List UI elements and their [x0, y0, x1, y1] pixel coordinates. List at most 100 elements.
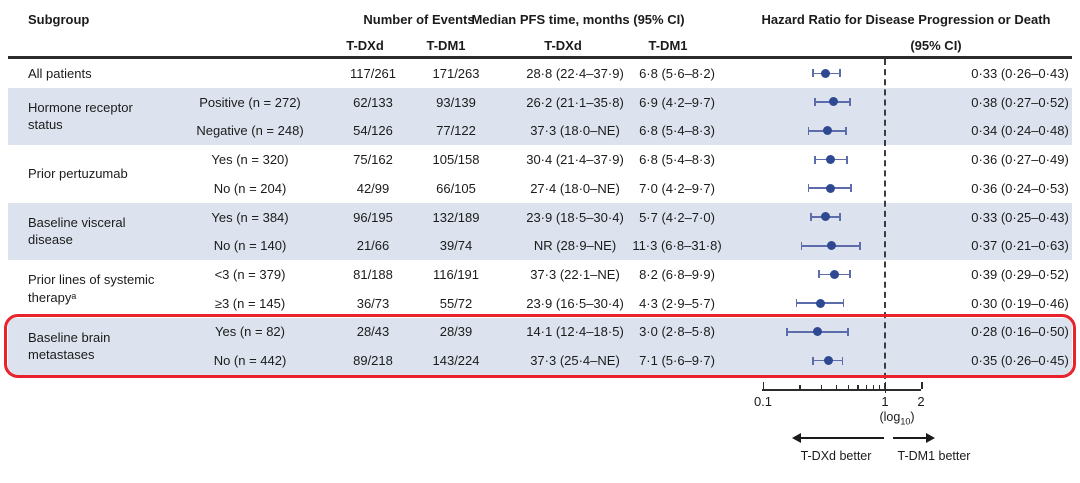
ci-whisker	[814, 97, 851, 107]
events-tdxd-value: 62/133	[353, 94, 393, 110]
ci-cap-left	[814, 98, 816, 107]
table-row: No (n = 204) 42/99 66/105 27·4 (18·0–NE)…	[8, 174, 1072, 203]
subgroup-level-label: No (n = 204)	[213, 180, 287, 196]
ci-cap-right	[849, 270, 851, 279]
x-axis-tick	[820, 384, 823, 389]
events-tdm1-value: 66/105	[436, 180, 476, 196]
hazard-ratio-point	[830, 269, 840, 279]
hazard-ratio-value: 0·36 (0·27–0·49)	[971, 152, 1069, 168]
pfs-tdm1-value: 6·8 (5·6–8·2)	[639, 65, 715, 81]
events-tdxd-value: 42/99	[356, 180, 390, 196]
ci-whisker	[807, 126, 847, 136]
tdm1-better-arrow	[893, 437, 926, 439]
header-divider-line	[8, 56, 1072, 59]
pfs-tdm1-value: 6·9 (4·2–9·7)	[639, 94, 715, 110]
events-tdxd-value: 36/73	[356, 295, 390, 311]
table-row: ≥3 (n = 145) 36/73 55/72 23·9 (16·5–30·4…	[8, 289, 1072, 318]
hazard-ratio-value: 0·34 (0·24–0·48)	[971, 123, 1069, 139]
ci-cap-left	[810, 213, 812, 222]
pfs-tdxd-value: 23·9 (18·5–30·4)	[526, 209, 624, 225]
pfs-tdm1-value: 7·1 (5·6–9·7)	[639, 353, 715, 369]
hazard-ratio-point	[825, 154, 835, 164]
group-band: Baseline brain metastases Yes (n = 82) 2…	[8, 317, 1072, 376]
table-row: <3 (n = 379) 81/188 116/191 37·3 (22·1–N…	[8, 260, 1072, 289]
group-label: Hormone receptor status	[28, 99, 133, 133]
ci-cap-right	[839, 69, 841, 78]
pfs-tdxd-value: 27·4 (18·0–NE)	[530, 180, 620, 196]
hazard-ratio-value: 0·37 (0·21–0·63)	[971, 238, 1069, 254]
events-tdm1-value: 116/191	[432, 266, 480, 282]
x-axis-tick	[872, 384, 875, 389]
pfs-tdm1-value: 11·3 (6·8–31·8)	[632, 238, 722, 254]
ci-cap-left	[786, 327, 788, 336]
hazard-ratio-point	[824, 356, 834, 366]
subheader-pfs-tdm1: T-DM1	[648, 38, 688, 53]
pfs-tdm1-value: 5·7 (4·2–7·0)	[639, 209, 715, 225]
group-label: Prior lines of systemic therapyᵃ	[28, 272, 155, 305]
events-tdm1-value: 171/263	[432, 65, 480, 81]
hazard-ratio-value: 0·33 (0·26–0·43)	[971, 65, 1069, 81]
subgroup-level-label: Positive (n = 272)	[199, 94, 301, 110]
hazard-ratio-point	[825, 183, 835, 193]
tdxd-better-arrow	[800, 437, 884, 439]
ci-whisker	[810, 212, 841, 222]
ci-cap-right	[839, 213, 841, 222]
subheader-events-tdxd: T-DXd	[346, 38, 384, 53]
group-label: All patients	[28, 65, 92, 81]
events-tdxd-value: 96/195	[353, 209, 393, 225]
x-axis-tick	[799, 384, 801, 389]
table-row: Negative (n = 248) 54/126 77/122 37·3 (1…	[8, 116, 1072, 145]
ci-cap-right	[850, 184, 852, 193]
table-row: Yes (n = 320) 75/162 105/158 30·4 (21·4–…	[8, 145, 1072, 174]
pfs-tdxd-value: 37·3 (22·1–NE)	[530, 266, 620, 282]
events-tdxd-value: 89/218	[353, 353, 393, 369]
x-axis-tick	[921, 382, 923, 389]
table-row: No (n = 442) 89/218 143/224 37·3 (25·4–N…	[8, 346, 1072, 375]
pfs-tdxd-value: 14·1 (12·4–18·5)	[526, 324, 624, 340]
ci-whisker	[786, 327, 849, 337]
x-axis-label-0-1: 0.1	[753, 394, 773, 409]
hazard-ratio-value: 0·39 (0·29–0·52)	[971, 266, 1069, 282]
events-tdxd-value: 21/66	[356, 238, 390, 254]
x-axis-tick	[884, 382, 886, 393]
x-axis-tick	[762, 382, 764, 389]
events-tdxd-value: 81/188	[353, 266, 393, 282]
ci-cap-left	[812, 356, 814, 365]
pfs-tdxd-value: 37·3 (18·0–NE)	[530, 123, 620, 139]
tdxd-better-label: T-DXd better	[800, 449, 872, 463]
table-row: Yes (n = 82) 28/43 28/39 14·1 (12·4–18·5…	[8, 318, 1072, 347]
events-tdm1-value: 77/122	[436, 123, 476, 139]
ci-cap-right	[845, 126, 847, 135]
events-tdxd-value: 75/162	[353, 152, 393, 168]
column-header-number-of-events: Number of Events	[363, 12, 475, 27]
pfs-tdxd-value: 26·2 (21·1–35·8)	[526, 94, 624, 110]
hazard-ratio-point	[822, 126, 832, 136]
ci-cap-left	[817, 270, 820, 279]
group-label: Baseline brain metastases	[28, 329, 111, 363]
subgroup-level-label: Yes (n = 82)	[215, 324, 285, 340]
group-label: Baseline visceral disease	[28, 214, 126, 248]
column-header-median-pfs: Median PFS time, months (95% CI)	[471, 12, 685, 27]
pfs-tdm1-value: 4·3 (2·9–5·7)	[639, 295, 715, 311]
subgroup-level-label: ≥3 (n = 145)	[214, 295, 286, 311]
ci-cap-right	[846, 155, 848, 164]
column-header-hazard-ratio: Hazard Ratio for Disease Progression or …	[761, 12, 1051, 27]
hazard-ratio-value: 0·28 (0·16–0·50)	[971, 324, 1069, 340]
pfs-tdxd-value: 28·8 (22·4–37·9)	[526, 65, 624, 81]
ci-cap-left	[814, 155, 816, 164]
ci-whisker	[812, 356, 844, 366]
x-axis-label-1: 1	[881, 394, 889, 409]
ci-cap-left	[807, 126, 810, 135]
tdm1-better-label: T-DM1 better	[897, 449, 971, 463]
x-axis-tick	[857, 384, 859, 389]
events-tdm1-value: 143/224	[432, 353, 480, 369]
pfs-tdxd-value: 30·4 (21·4–37·9)	[526, 152, 624, 168]
events-tdm1-value: 93/139	[436, 94, 476, 110]
group-band: Prior pertuzumab Yes (n = 320) 75/162 10…	[8, 145, 1072, 202]
hazard-ratio-point	[828, 97, 838, 107]
x-axis-tick	[878, 384, 881, 389]
table-row: Positive (n = 272) 62/133 93/139 26·2 (2…	[8, 88, 1072, 117]
pfs-tdm1-value: 7·0 (4·2–9·7)	[639, 180, 715, 196]
highlight-box-brain-metastases	[4, 313, 1076, 379]
pfs-tdm1-value: 8·2 (6·8–9·9)	[639, 266, 715, 282]
